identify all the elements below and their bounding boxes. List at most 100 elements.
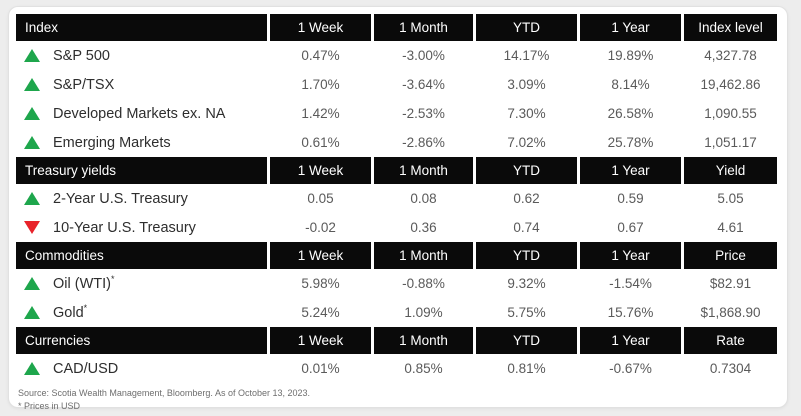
value-cell: 19.89%	[607, 48, 654, 63]
row-label: 2-Year U.S. Treasury	[53, 190, 188, 207]
value-cell: 1.70%	[301, 77, 340, 92]
section-header-row: Index 1 Week 1 Month YTD 1 Year Index le…	[16, 14, 778, 41]
value-cell: 14.17%	[503, 48, 550, 63]
value-cell: 19,462.86	[700, 77, 761, 92]
column-header: YTD	[476, 157, 577, 184]
value-cell: 0.05	[307, 191, 334, 206]
value-cell: 4.61	[717, 220, 744, 235]
section-header-row: Currencies 1 Week 1 Month YTD 1 Year Rat…	[16, 327, 778, 354]
value-cell: $82.91	[709, 276, 752, 291]
column-header: Yield	[684, 157, 777, 184]
value-cell: 0.47%	[301, 48, 340, 63]
value-cell: -3.00%	[402, 48, 445, 63]
value-cell: 0.59	[617, 191, 644, 206]
row-label: CAD/USD	[53, 360, 119, 377]
value-cell: 25.78%	[607, 135, 654, 150]
value-cell: 15.76%	[607, 305, 654, 320]
section-header-row: Treasury yields 1 Week 1 Month YTD 1 Yea…	[16, 157, 778, 184]
value-cell: 1.09%	[404, 305, 443, 320]
column-header: 1 Year	[580, 157, 681, 184]
column-header: 1 Week	[270, 242, 371, 269]
value-cell: -2.86%	[402, 135, 445, 150]
value-cell: 1,051.17	[704, 135, 757, 150]
value-cell: 9.32%	[507, 276, 546, 291]
table-row: Emerging Markets 0.61% -2.86% 7.02% 25.7…	[16, 128, 778, 157]
row-label: Developed Markets ex. NA	[53, 105, 226, 122]
value-cell: 1,090.55	[704, 106, 757, 121]
column-header: YTD	[476, 14, 577, 41]
value-cell: 0.81%	[507, 361, 546, 376]
value-cell: 0.85%	[404, 361, 443, 376]
value-cell: -1.54%	[609, 276, 652, 291]
table-row: Gold* 5.24% 1.09% 5.75% 15.76% $1,868.90	[16, 298, 778, 327]
value-cell: 26.58%	[607, 106, 654, 121]
value-cell: 0.7304	[709, 361, 752, 376]
section-title: Currencies	[16, 327, 267, 354]
row-label: 10-Year U.S. Treasury	[53, 219, 196, 236]
value-cell: 0.67	[617, 220, 644, 235]
column-header: YTD	[476, 242, 577, 269]
trend-up-icon	[24, 78, 40, 91]
value-cell: 5.98%	[301, 276, 340, 291]
value-cell: 5.75%	[507, 305, 546, 320]
column-header: 1 Week	[270, 327, 371, 354]
prices-note: * Prices in USD	[18, 401, 81, 412]
market-summary-table: Index 1 Week 1 Month YTD 1 Year Index le…	[16, 14, 778, 383]
table-row: Oil (WTI)* 5.98% -0.88% 9.32% -1.54% $82…	[16, 269, 778, 298]
trend-up-icon	[24, 362, 40, 375]
value-cell: 4,327.78	[704, 48, 757, 63]
value-cell: 0.08	[410, 191, 437, 206]
value-cell: $1,868.90	[700, 305, 761, 320]
column-header: 1 Year	[580, 242, 681, 269]
value-cell: -3.64%	[402, 77, 445, 92]
table-row: S&P 500 0.47% -3.00% 14.17% 19.89% 4,327…	[16, 41, 778, 70]
value-cell: 0.01%	[301, 361, 340, 376]
footnote-asterisk: *	[110, 273, 115, 284]
section-title: Commodities	[16, 242, 267, 269]
value-cell: 5.24%	[301, 305, 340, 320]
trend-up-icon	[24, 306, 40, 319]
value-cell: 8.14%	[611, 77, 650, 92]
value-cell: 0.36	[410, 220, 437, 235]
column-header: 1 Month	[374, 157, 473, 184]
row-label: Emerging Markets	[53, 134, 171, 151]
table-row: CAD/USD 0.01% 0.85% 0.81% -0.67% 0.7304	[16, 354, 778, 383]
column-header: Rate	[684, 327, 777, 354]
trend-up-icon	[24, 49, 40, 62]
value-cell: 5.05	[717, 191, 744, 206]
row-label: S&P 500	[53, 47, 110, 64]
column-header: Price	[684, 242, 777, 269]
table-row: S&P/TSX 1.70% -3.64% 3.09% 8.14% 19,462.…	[16, 70, 778, 99]
section-header-row: Commodities 1 Week 1 Month YTD 1 Year Pr…	[16, 242, 778, 269]
trend-up-icon	[24, 107, 40, 120]
value-cell: 0.74	[513, 220, 540, 235]
row-label: S&P/TSX	[53, 76, 115, 93]
trend-up-icon	[24, 192, 40, 205]
value-cell: -2.53%	[402, 106, 445, 121]
footnote: Source: Scotia Wealth Management, Bloomb…	[18, 387, 787, 413]
table-row: Developed Markets ex. NA 1.42% -2.53% 7.…	[16, 99, 778, 128]
trend-up-icon	[24, 136, 40, 149]
column-header: 1 Month	[374, 327, 473, 354]
table-row: 10-Year U.S. Treasury -0.02 0.36 0.74 0.…	[16, 213, 778, 242]
value-cell: -0.88%	[402, 276, 445, 291]
table-row: 2-Year U.S. Treasury 0.05 0.08 0.62 0.59…	[16, 184, 778, 213]
column-header: 1 Year	[580, 14, 681, 41]
trend-down-icon	[24, 221, 40, 234]
value-cell: -0.67%	[609, 361, 652, 376]
source-text: Source: Scotia Wealth Management, Bloomb…	[18, 388, 310, 398]
value-cell: -0.02	[305, 220, 336, 235]
value-cell: 0.61%	[301, 135, 340, 150]
column-header: 1 Month	[374, 242, 473, 269]
value-cell: 1.42%	[301, 106, 340, 121]
row-label: Gold*	[53, 302, 88, 321]
column-header: 1 Week	[270, 157, 371, 184]
row-label: Oil (WTI)*	[53, 273, 115, 292]
value-cell: 7.02%	[507, 135, 546, 150]
value-cell: 0.62	[513, 191, 540, 206]
trend-up-icon	[24, 277, 40, 290]
value-cell: 3.09%	[507, 77, 546, 92]
footnote-asterisk: *	[83, 302, 88, 313]
column-header: YTD	[476, 327, 577, 354]
column-header: 1 Week	[270, 14, 371, 41]
